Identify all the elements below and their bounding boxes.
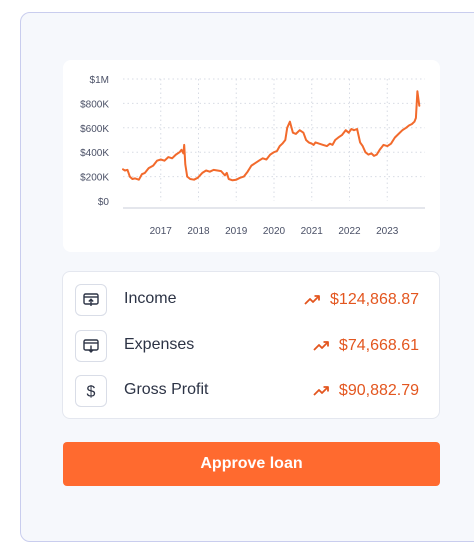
chart-panel: $0 $200K $400K $600K $800K $1M 2017 2018 2019 202… <box>63 60 440 252</box>
x-tick-label: 2018 <box>187 226 210 237</box>
x-tick-label: 2017 <box>150 226 173 237</box>
trend-up-icon <box>313 385 329 397</box>
download-box-icon <box>75 330 107 362</box>
approve-loan-button[interactable]: Approve loan <box>63 442 440 486</box>
y-tick-label: $200K <box>80 173 109 184</box>
series-line <box>122 90 421 182</box>
metric-row-expenses: Expenses $74,668.61 <box>63 324 439 368</box>
metric-label: Expenses <box>124 336 195 353</box>
metric-value: $90,882.79 <box>338 382 419 399</box>
metric-row-gross-profit: $ Gross Profit $90,882.79 <box>63 369 439 413</box>
y-tick-label: $600K <box>80 124 109 135</box>
metrics-list: Income $124,868.87 Expenses <box>62 271 440 419</box>
metric-row-income: Income $124,868.87 <box>63 278 439 322</box>
x-tick-label: 2022 <box>338 226 361 237</box>
metric-label: Income <box>124 290 177 307</box>
x-tick-label: 2023 <box>376 226 399 237</box>
dollar-icon: $ <box>75 375 107 407</box>
y-tick-label: $0 <box>98 197 110 208</box>
x-tick-label: 2021 <box>301 226 324 237</box>
y-tick-label: $1M <box>90 75 109 86</box>
y-tick-label: $800K <box>80 99 109 110</box>
trend-up-icon <box>304 294 320 306</box>
metric-value: $74,668.61 <box>338 337 419 354</box>
svg-text:$: $ <box>87 384 96 400</box>
metric-value: $124,868.87 <box>330 291 419 308</box>
revenue-line-chart: $0 $200K $400K $600K $800K $1M 2017 2018 2019 202… <box>80 75 425 237</box>
x-tick-label: 2020 <box>263 226 286 237</box>
upload-box-icon <box>75 284 107 316</box>
metric-label: Gross Profit <box>124 381 209 398</box>
trend-up-icon <box>313 340 329 352</box>
y-tick-label: $400K <box>80 148 109 159</box>
x-tick-label: 2019 <box>225 226 248 237</box>
